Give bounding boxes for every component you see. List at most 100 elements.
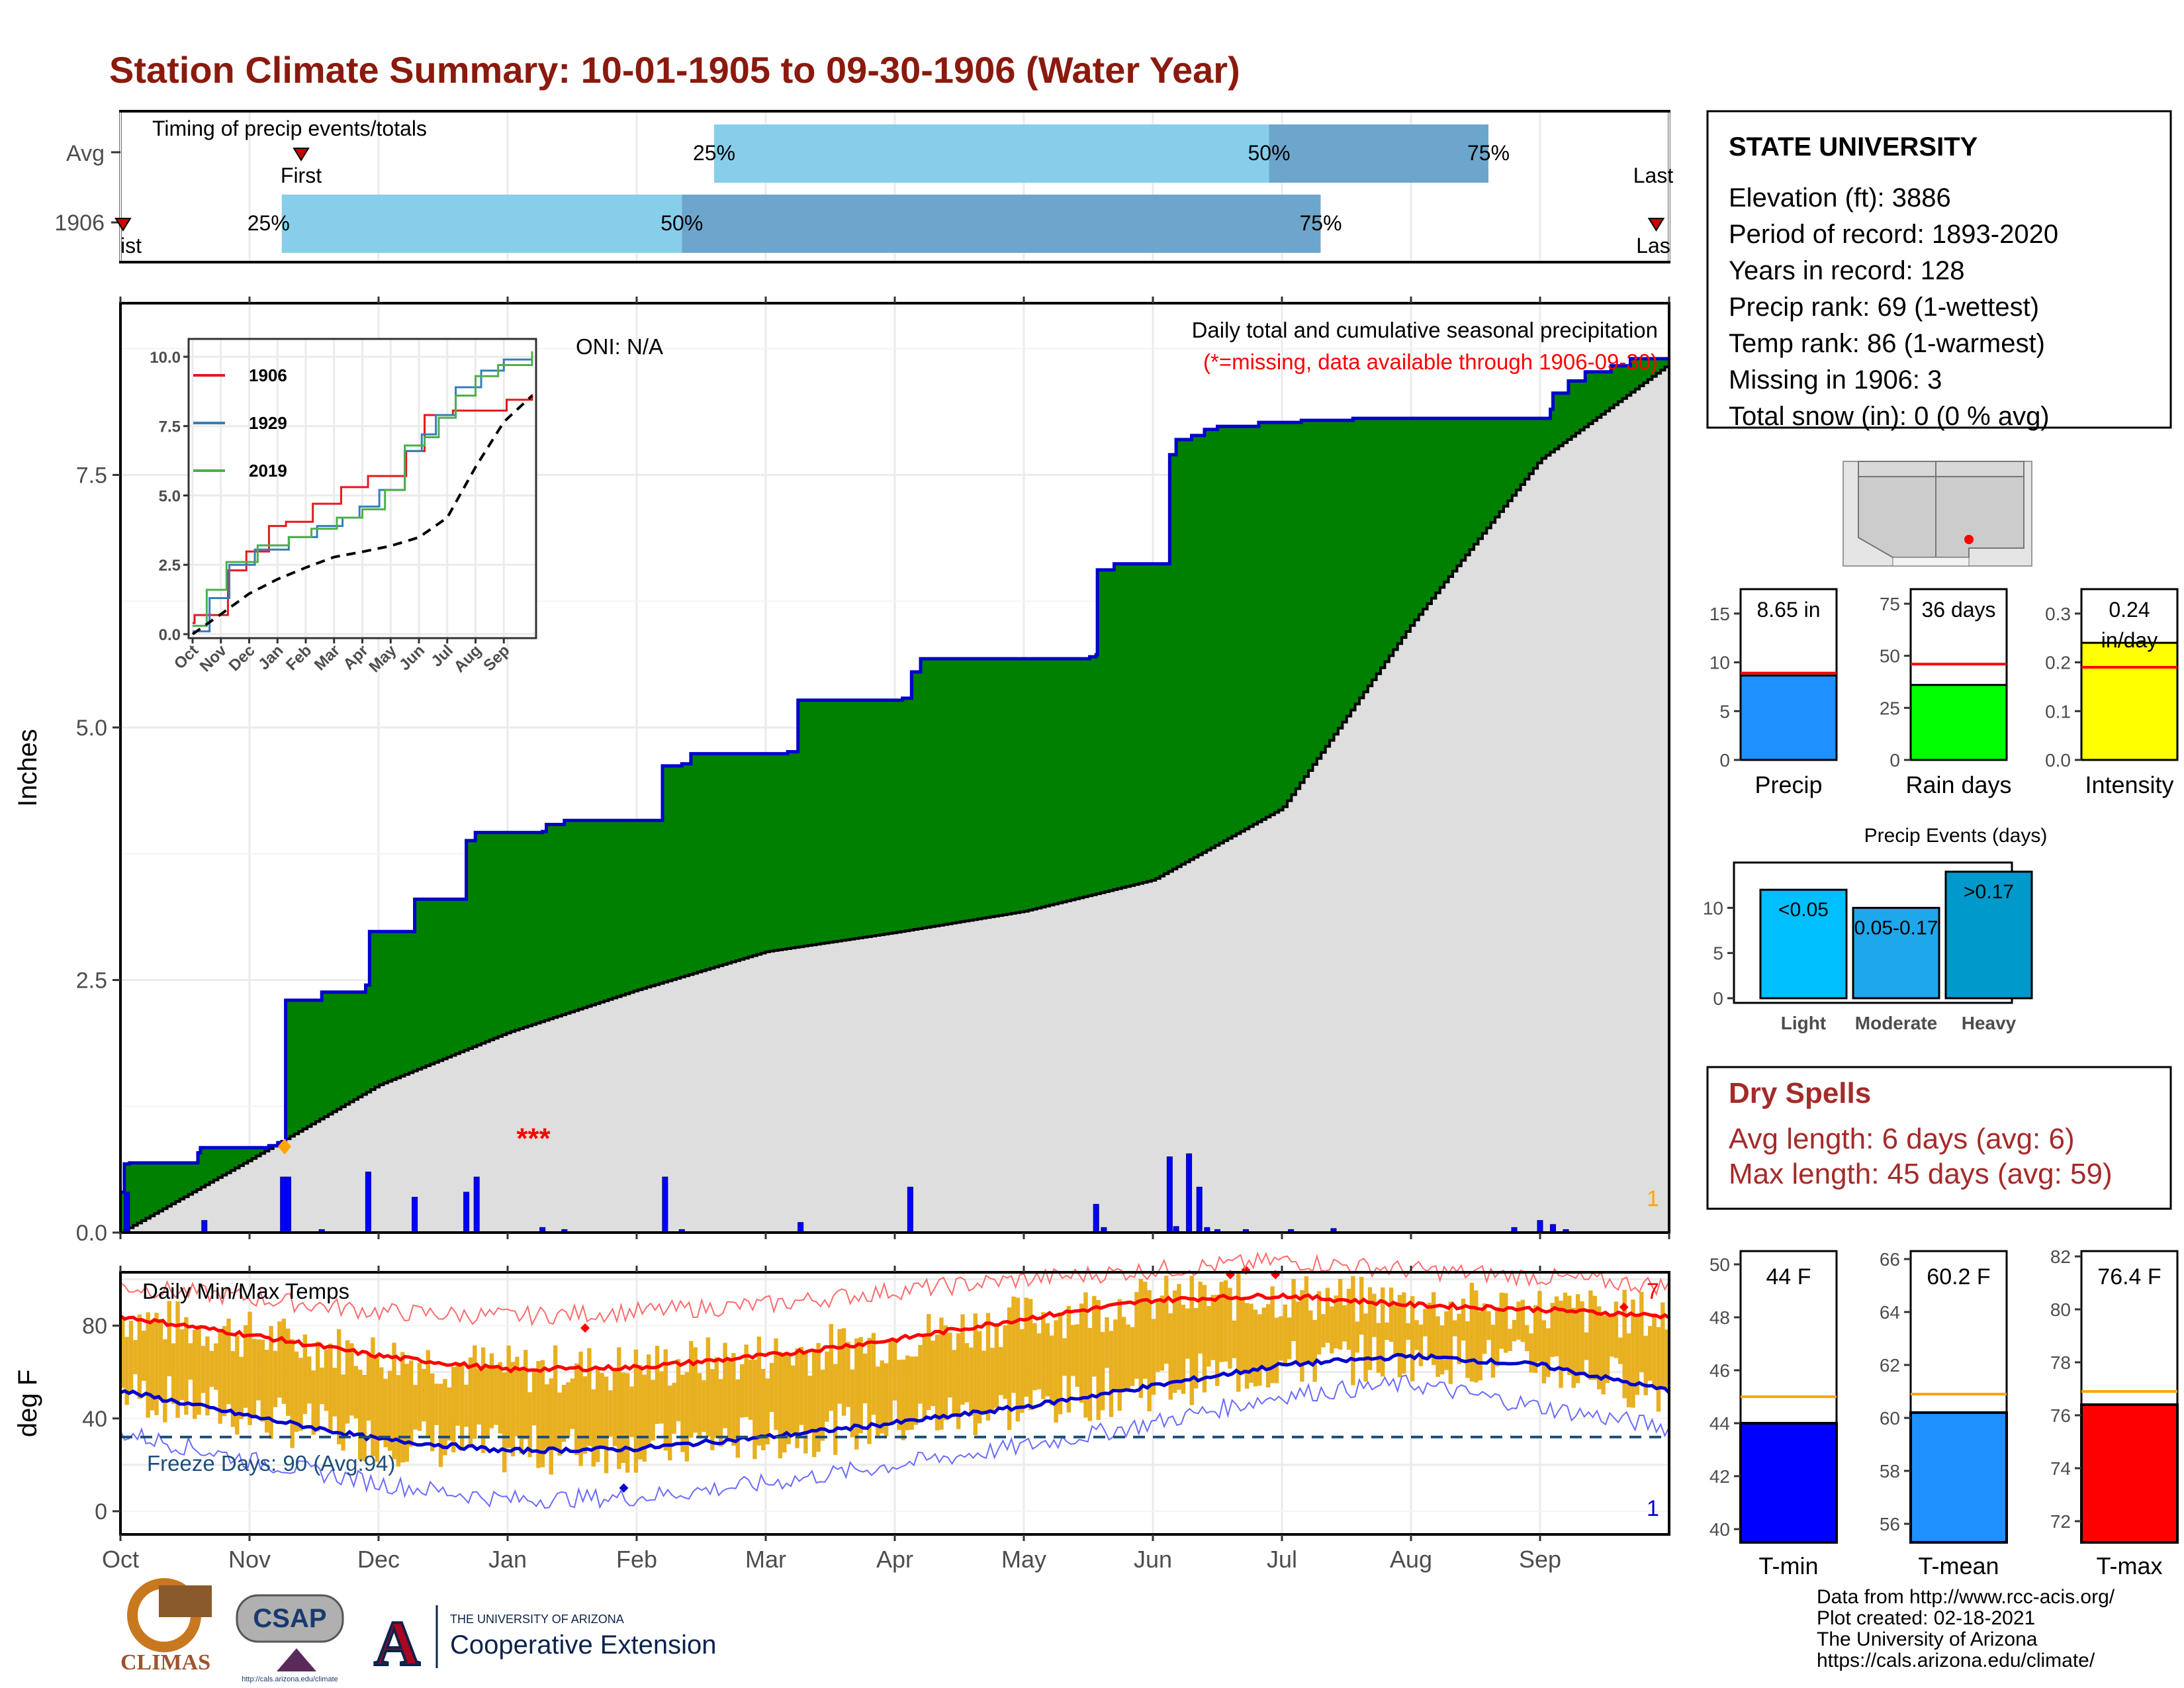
- page-title: Station Climate Summary: 10-01-1905 to 0…: [109, 49, 1240, 91]
- daily-temp-bar: [884, 1363, 889, 1436]
- daily-temp-bar: [1117, 1299, 1122, 1411]
- daily-temp-bar: [1351, 1276, 1355, 1385]
- daily-temp-bar: [1304, 1276, 1309, 1362]
- daily-temp-bar: [315, 1341, 320, 1432]
- daily-temp-bar: [718, 1379, 723, 1447]
- daily-temp-bar: [175, 1301, 180, 1418]
- precip-panel: *** 0.0 2.5 5.0 7.5 Inches Daily total and …: [13, 297, 1670, 1246]
- daily-temp-bar: [705, 1337, 711, 1437]
- daily-temp-bar: [1020, 1329, 1024, 1413]
- daily-temp-bar: [1550, 1303, 1555, 1357]
- daily-temp-bar: [1198, 1282, 1203, 1354]
- daily-temp-bar: [934, 1334, 940, 1430]
- daily-temp-bar: [158, 1319, 163, 1399]
- mini-bar-ytick-label: 25: [1880, 698, 1900, 718]
- timing-panel: 25% 50% 75% First Last 25% 50% 75% ist Las Timing…: [54, 110, 1729, 263]
- daily-temp-bar: [404, 1364, 409, 1462]
- climas-text: CLIMAS: [120, 1650, 210, 1675]
- daily-temp-bar: [133, 1340, 138, 1374]
- daily-temp-bar: [320, 1367, 324, 1405]
- daily-precip-bar: [907, 1186, 913, 1233]
- daily-temp-bar: [748, 1360, 753, 1420]
- daily-temp-bar: [1402, 1292, 1406, 1374]
- daily-temp-bar: [1376, 1323, 1381, 1373]
- temp-bar-ytick-label: 66: [1880, 1249, 1900, 1270]
- daily-temp-bar: [846, 1342, 850, 1407]
- daily-temp-bar: [1482, 1303, 1487, 1354]
- map-state-ut: [1858, 461, 1936, 477]
- event-bar-label-Light: Light: [1781, 1013, 1826, 1033]
- daily-temp-bar: [587, 1348, 592, 1446]
- daily-temp-bar: [1512, 1319, 1517, 1342]
- precip-ytick-label: 2.5: [76, 968, 107, 993]
- daily-temp-bar: [672, 1382, 676, 1434]
- event-bar-inner-Heavy: >0.17: [1964, 881, 2014, 903]
- daily-temp-bar: [990, 1348, 995, 1411]
- daily-temp-bar: [510, 1362, 516, 1457]
- daily-temp-bar: [655, 1346, 660, 1425]
- daily-temp-bar: [1661, 1302, 1665, 1390]
- temp-bar-T-min: [1739, 1422, 1838, 1544]
- missing-marker: ***: [516, 1122, 551, 1154]
- average-cumulative-line: [120, 363, 1670, 1234]
- daily-temp-bar: [264, 1350, 269, 1433]
- daily-precip-bar: [473, 1176, 480, 1233]
- daily-temp-bar: [985, 1313, 991, 1421]
- event-bar-inner-Light: <0.05: [1778, 899, 1829, 921]
- daily-temp-bar: [1168, 1313, 1173, 1400]
- daily-temp-bar: [1372, 1293, 1377, 1337]
- temp-bar-ytick-label: 42: [1709, 1466, 1730, 1487]
- daily-temp-bar: [459, 1363, 465, 1451]
- daily-temp-bar: [124, 1336, 129, 1405]
- daily-temp-bar: [1316, 1291, 1322, 1355]
- daily-temp-bar: [901, 1359, 906, 1440]
- daily-temp-bar: [1028, 1299, 1033, 1411]
- mini-bar-ytick-label: 0: [1719, 750, 1730, 771]
- timing-bar-q2-1906: [682, 195, 1321, 253]
- footer-line: https://cals.arizona.edu/climate/: [1817, 1650, 2095, 1671]
- daily-temp-bar: [714, 1357, 719, 1438]
- daily-temp-bar: [659, 1371, 664, 1424]
- daily-temp-bar: [1126, 1324, 1130, 1391]
- daily-temp-bar: [1121, 1317, 1126, 1392]
- mini-bar-ytick-label: 50: [1880, 646, 1900, 667]
- daily-temp-bar: [931, 1340, 935, 1407]
- daily-temp-bar: [549, 1378, 553, 1475]
- temp-bar-value-T-mean: 60.2 F: [1927, 1264, 1990, 1289]
- daily-temp-bar: [1100, 1332, 1105, 1411]
- last-event-label-1906: Las: [1636, 234, 1670, 258]
- daily-temp-bar: [799, 1346, 804, 1425]
- locator-map: [1843, 461, 2032, 567]
- missing-markers: ***: [516, 1122, 551, 1154]
- daily-temp-bar: [833, 1364, 838, 1455]
- map-state-nm: [1935, 476, 2025, 558]
- average-cumulative-area: [120, 363, 1669, 1233]
- daily-temp-bar: [1295, 1301, 1300, 1364]
- daily-temp-bar: [184, 1317, 189, 1415]
- daily-temp-bar: [582, 1376, 588, 1454]
- daily-temp-bar: [761, 1368, 766, 1450]
- daily-temp-bar: [179, 1329, 185, 1401]
- daily-temp-bar: [324, 1349, 329, 1411]
- daily-temp-bar: [922, 1336, 927, 1419]
- daily-temp-bar: [230, 1351, 236, 1427]
- daily-precip-bar: [124, 1192, 130, 1233]
- daily-temp-bar: [1486, 1311, 1491, 1340]
- daily-temp-bar: [1618, 1337, 1623, 1364]
- temp-corner-top: 7: [1647, 1279, 1659, 1304]
- station-info-line: Precip rank: 69 (1-wettest): [1729, 293, 2039, 322]
- first-event-triangle: [293, 148, 310, 162]
- daily-temp-bar: [570, 1378, 574, 1429]
- temp-bar-ytick-label: 74: [2050, 1458, 2071, 1479]
- csap-cloud: [236, 1594, 344, 1643]
- csap-mountain: [277, 1648, 316, 1671]
- inset-ytick-label: 0.0: [159, 626, 181, 644]
- daily-temp-bar: [1490, 1325, 1496, 1378]
- daily-temp-bar: [438, 1383, 443, 1468]
- daily-temp-bar: [1325, 1288, 1330, 1343]
- daily-temp-bar: [909, 1356, 914, 1430]
- daily-temp-bar: [251, 1338, 257, 1417]
- daily-temp-bar: [1054, 1320, 1058, 1423]
- event-bar-Moderate: [1852, 906, 1940, 1000]
- daily-temp-bar: [1575, 1293, 1580, 1383]
